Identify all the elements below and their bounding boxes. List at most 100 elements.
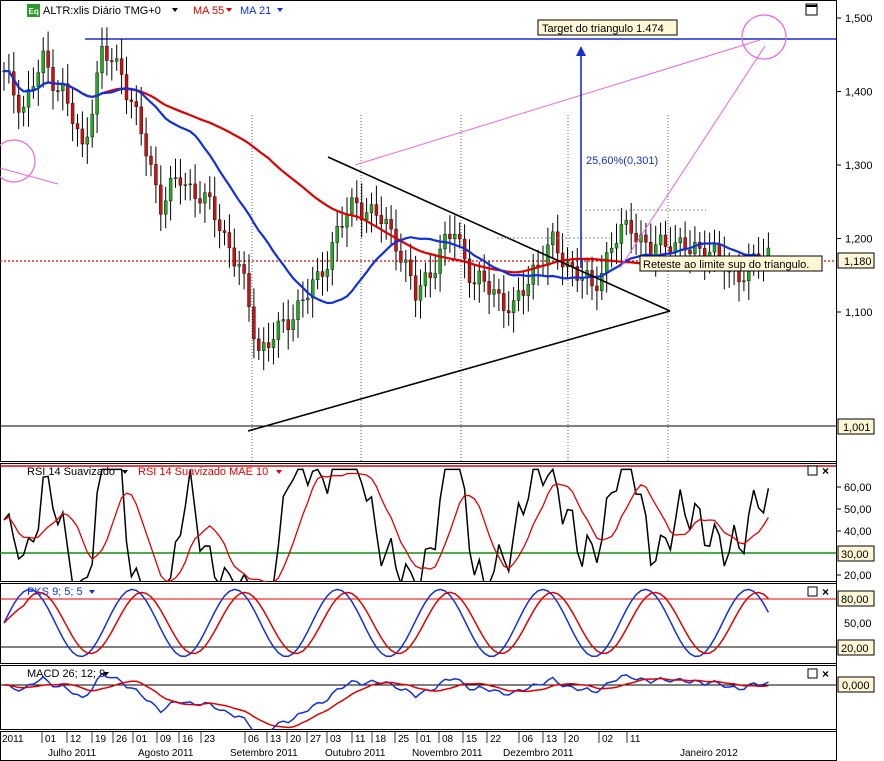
stoch-80-label: 80,00 bbox=[841, 594, 869, 606]
candle-body bbox=[507, 310, 511, 314]
rsi-signal-line bbox=[3, 472, 769, 582]
candle-body bbox=[404, 259, 408, 263]
candle-body bbox=[340, 226, 344, 228]
candle-body bbox=[134, 101, 139, 108]
x-axis-labels: 2011 01 12 19 26 01 09 16 23 06 13 20 27 03 11 18 25 01 08… bbox=[2, 731, 738, 759]
candle-body bbox=[154, 164, 158, 186]
chevron-down-icon[interactable] bbox=[122, 470, 128, 474]
ma21-label[interactable]: MA 21 bbox=[240, 5, 271, 17]
candle-body bbox=[291, 319, 295, 330]
candle-body bbox=[629, 220, 633, 234]
symbol-icon[interactable] bbox=[27, 4, 40, 17]
price-tick-label: 1,100 bbox=[845, 307, 873, 319]
candle-body bbox=[124, 74, 129, 101]
candle-body bbox=[119, 58, 124, 75]
rsi-signal-title[interactable]: RSI 14 Suavizado MAE 10 bbox=[138, 466, 268, 478]
rsi-axis: 60,00 50,00 40,00 20,00 bbox=[836, 482, 872, 582]
candle-body bbox=[149, 155, 153, 165]
chevron-down-icon[interactable] bbox=[276, 470, 282, 474]
last-price-box bbox=[837, 252, 875, 269]
macd-title[interactable]: MACD 26; 12; 9 bbox=[27, 668, 105, 680]
candle-body bbox=[433, 273, 437, 278]
candle-body bbox=[159, 184, 163, 215]
stoch-d-line bbox=[3, 591, 769, 655]
maximize-icon[interactable] bbox=[807, 586, 818, 597]
candle-body bbox=[355, 197, 359, 204]
candle-body bbox=[556, 231, 560, 254]
candle-body bbox=[492, 289, 496, 295]
price-panel bbox=[0, 0, 837, 462]
candle-body bbox=[634, 233, 638, 243]
chevron-down-icon[interactable] bbox=[226, 8, 232, 12]
day-label: 11 bbox=[630, 734, 641, 745]
candle-body bbox=[360, 202, 364, 221]
candle-body bbox=[188, 183, 192, 186]
day-label: 06 bbox=[248, 734, 260, 745]
measure-label: 25,60%(0,301) bbox=[586, 155, 658, 167]
candle-body bbox=[139, 106, 143, 134]
maximize-icon[interactable] bbox=[807, 668, 818, 679]
candle-body bbox=[609, 247, 614, 253]
candle-body bbox=[453, 233, 457, 240]
chart-title[interactable]: ALTR:xlis Diário TMG+0 bbox=[43, 5, 161, 17]
close-icon[interactable]: × bbox=[822, 667, 829, 681]
candle-body bbox=[163, 200, 168, 215]
candle-body bbox=[173, 177, 178, 179]
candle-body bbox=[36, 72, 40, 87]
candle-body bbox=[575, 266, 579, 281]
maximize-icon[interactable] bbox=[807, 465, 818, 476]
candle-body bbox=[46, 50, 50, 68]
candle-body bbox=[379, 215, 383, 225]
candle-body bbox=[418, 285, 423, 301]
candle-body bbox=[26, 89, 31, 108]
month-label: Setembro 2011 bbox=[230, 748, 298, 759]
day-label: 12 bbox=[70, 734, 82, 745]
chevron-down-icon[interactable] bbox=[172, 8, 178, 12]
day-label: 08 bbox=[442, 734, 454, 745]
candle-body bbox=[232, 247, 237, 267]
candle-body bbox=[21, 106, 26, 113]
candle-body bbox=[247, 273, 251, 307]
candle-body bbox=[345, 213, 349, 228]
candle-body bbox=[203, 192, 207, 204]
retest-label: Reteste ao limite sup do triangulo. bbox=[643, 259, 809, 271]
candle-body bbox=[472, 282, 477, 285]
chevron-down-icon[interactable] bbox=[103, 672, 109, 676]
rsi-title[interactable]: RSI 14 Suavizado bbox=[27, 466, 115, 478]
maximize-icon[interactable] bbox=[805, 3, 818, 16]
day-label: 19 bbox=[95, 734, 107, 745]
candle-body bbox=[516, 290, 521, 301]
candle-body bbox=[614, 243, 619, 249]
stoch-50-label: 50,00 bbox=[844, 618, 872, 630]
candle-body bbox=[399, 250, 403, 263]
close-icon[interactable]: × bbox=[822, 464, 829, 478]
candle-body bbox=[482, 270, 486, 282]
candle-body bbox=[325, 269, 330, 277]
stoch-title[interactable]: PKS 9; 5; 5 bbox=[27, 586, 83, 598]
candle-body bbox=[438, 248, 442, 274]
target-circle bbox=[741, 14, 787, 60]
target-label: Target do triangulo 1.474 bbox=[542, 23, 664, 35]
candle-body bbox=[521, 290, 526, 296]
origin-circle bbox=[0, 139, 36, 183]
rsi-level-box bbox=[837, 545, 875, 562]
candle-body bbox=[306, 297, 310, 301]
price-tick-label: 1,300 bbox=[845, 160, 873, 172]
candle-body bbox=[364, 212, 369, 221]
candles bbox=[2, 27, 771, 371]
measure-arrowhead bbox=[576, 46, 586, 56]
candle-body bbox=[600, 273, 604, 291]
candle-body bbox=[252, 306, 256, 340]
candle-body bbox=[193, 183, 197, 199]
day-label: 23 bbox=[204, 734, 216, 745]
candle-body bbox=[487, 281, 491, 295]
chevron-down-icon[interactable] bbox=[89, 590, 95, 594]
ma55-label[interactable]: MA 55 bbox=[193, 5, 224, 17]
candle-body bbox=[590, 270, 594, 287]
candle-body bbox=[301, 299, 305, 302]
rsi-tick-label: 40,00 bbox=[844, 526, 872, 538]
close-icon[interactable]: × bbox=[822, 585, 829, 599]
chevron-down-icon[interactable] bbox=[277, 8, 283, 12]
projection-line-2 bbox=[619, 45, 766, 269]
